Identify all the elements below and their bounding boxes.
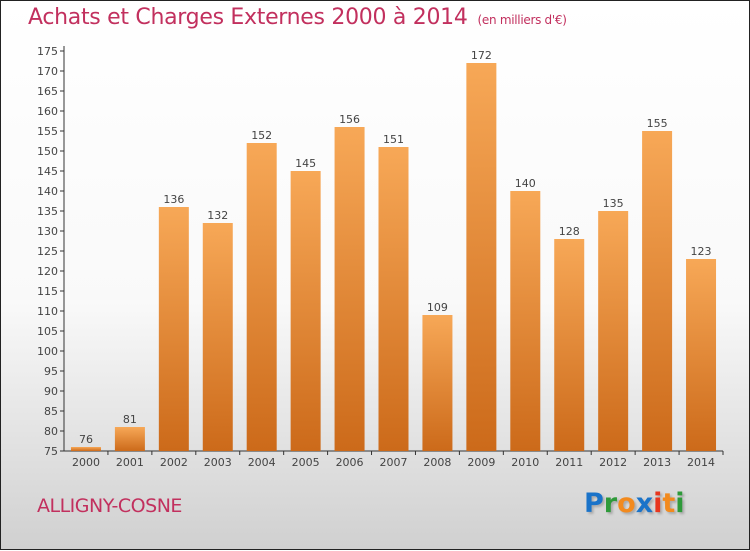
data-label: 145 [295, 157, 316, 170]
data-label: 135 [603, 197, 624, 210]
data-label: 128 [559, 225, 580, 238]
y-tick-label: 135 [37, 205, 58, 218]
x-tick-label: 2003 [204, 456, 232, 469]
y-tick-label: 150 [37, 145, 58, 158]
y-tick-label: 175 [37, 45, 58, 58]
x-tick-label: 2005 [292, 456, 320, 469]
title-text: Achats et Charges Externes 2000 à 2014 [28, 5, 468, 30]
x-tick-label: 2013 [643, 456, 671, 469]
data-label: 172 [471, 49, 492, 62]
city-name: ALLIGNY-COSNE [37, 495, 182, 517]
logo-letter: t [662, 488, 676, 519]
data-label: 76 [79, 433, 93, 446]
bar-2008 [422, 315, 453, 451]
bar-2002 [158, 207, 189, 451]
y-tick-label: 115 [37, 285, 58, 298]
proxiti-logo: Proxiti [584, 488, 685, 519]
y-tick-label: 140 [37, 185, 58, 198]
x-tick-label: 2007 [380, 456, 408, 469]
data-label: 152 [251, 129, 272, 142]
x-tick-label: 2011 [555, 456, 583, 469]
data-label: 155 [647, 117, 668, 130]
x-tick-label: 2002 [160, 456, 188, 469]
y-tick-label: 130 [37, 225, 58, 238]
bar-2012 [598, 211, 629, 451]
x-tick-label: 2010 [511, 456, 539, 469]
y-tick-label: 170 [37, 65, 58, 78]
bar-2004 [246, 143, 277, 451]
x-tick-label: 2009 [467, 456, 495, 469]
x-tick-label: 2004 [248, 456, 276, 469]
chart-title: Achats et Charges Externes 2000 à 2014 (e… [28, 5, 567, 30]
y-tick-label: 105 [37, 325, 58, 338]
logo-letter: i [675, 488, 685, 519]
data-label: 151 [383, 133, 404, 146]
y-tick-label: 110 [37, 305, 58, 318]
y-tick-label: 120 [37, 265, 58, 278]
logo-letter: r [603, 488, 618, 519]
logo-letter: o [617, 488, 636, 519]
chart-subtitle: (en milliers d'€) [477, 13, 567, 27]
y-tick-label: 95 [44, 365, 58, 378]
y-tick-label: 80 [44, 425, 58, 438]
bar-2003 [202, 223, 233, 451]
y-tick-label: 145 [37, 165, 58, 178]
x-tick-label: 2000 [72, 456, 100, 469]
bar-2000 [70, 447, 101, 451]
x-tick-label: 2012 [599, 456, 627, 469]
bar-2009 [466, 63, 497, 451]
data-label: 136 [163, 193, 184, 206]
bar-2007 [378, 147, 409, 451]
bar-2011 [554, 239, 585, 451]
x-tick-label: 2014 [687, 456, 715, 469]
y-tick-label: 75 [44, 445, 58, 458]
data-label: 132 [207, 209, 228, 222]
bar-2014 [686, 259, 717, 451]
data-label: 156 [339, 113, 360, 126]
data-label: 123 [691, 245, 712, 258]
logo-letter: x [635, 488, 654, 519]
x-tick-label: 2008 [423, 456, 451, 469]
bar-2010 [510, 191, 541, 451]
y-tick-label: 165 [37, 85, 58, 98]
logo-letter: i [653, 488, 663, 519]
x-tick-label: 2001 [116, 456, 144, 469]
y-tick-label: 155 [37, 125, 58, 138]
y-tick-label: 85 [44, 405, 58, 418]
y-tick-label: 100 [37, 345, 58, 358]
bar-2006 [334, 127, 365, 451]
y-tick-label: 160 [37, 105, 58, 118]
data-label: 81 [123, 413, 137, 426]
x-tick-label: 2006 [336, 456, 364, 469]
bar-2013 [642, 131, 673, 451]
bar-2001 [114, 427, 145, 451]
data-label: 140 [515, 177, 536, 190]
data-label: 109 [427, 301, 448, 314]
y-tick-label: 90 [44, 385, 58, 398]
bar-2005 [290, 171, 321, 451]
logo-letter: P [584, 488, 604, 519]
y-tick-label: 125 [37, 245, 58, 258]
